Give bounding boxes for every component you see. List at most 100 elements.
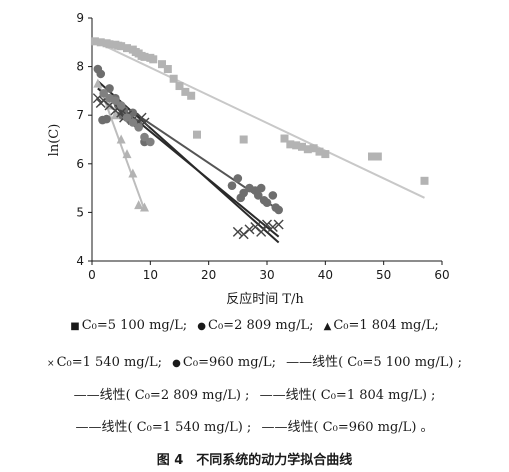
x-point — [244, 224, 255, 235]
square-point — [303, 145, 312, 154]
y-tick-label: 9 — [76, 11, 84, 25]
legend-entry-fit-960: ——线性( C₀=960 mg/L) 。 — [261, 420, 434, 435]
x-tick-label: 20 — [201, 268, 216, 282]
square-point — [158, 60, 166, 69]
square-point — [420, 176, 429, 185]
triangle-marker-icon: ▲ — [323, 321, 332, 332]
triangle-point — [128, 168, 138, 178]
circle-point — [268, 191, 278, 200]
x-point-stroke — [262, 219, 272, 230]
x-point — [273, 219, 284, 230]
x-tick-label: 10 — [143, 268, 158, 282]
x-point — [262, 219, 272, 230]
square-point — [175, 82, 184, 91]
circle-marker-icon: ● — [172, 358, 181, 369]
x-point — [232, 226, 243, 237]
circle-point — [134, 123, 143, 132]
circle-point — [239, 188, 248, 198]
square-point — [286, 140, 295, 149]
square-point — [105, 40, 114, 49]
legend-entry-fit-1804: ——线性( C₀=1 804 mg/L) ; — [259, 388, 436, 403]
circle-point — [253, 191, 263, 200]
x-point — [256, 226, 267, 237]
y-tick-label: 5 — [76, 205, 84, 219]
square-point — [96, 38, 105, 47]
square-point — [163, 65, 172, 74]
circle-point — [122, 113, 132, 122]
triangle-point — [122, 149, 132, 159]
fit-line — [96, 80, 146, 211]
square-point — [292, 141, 301, 150]
y-tick-label: 8 — [76, 60, 84, 74]
legend-entry-fit-2809: ——线性( C₀=2 809 mg/L) ; — [73, 388, 250, 403]
x-point — [267, 221, 278, 232]
square-point — [315, 147, 324, 156]
square-marker-icon: ■ — [70, 321, 80, 332]
circle-point — [116, 101, 126, 110]
triangle-point — [116, 134, 126, 144]
legend-entry-1540: × C₀=1 540 mg/L; — [47, 355, 163, 370]
x-tick-label: 50 — [376, 268, 391, 282]
x-point-stroke — [256, 226, 267, 237]
x-tick-label: 30 — [259, 268, 274, 282]
square-point — [181, 87, 190, 96]
square-point — [368, 152, 376, 161]
square-point — [140, 52, 149, 61]
x-point-stroke — [267, 221, 278, 232]
circle-point — [262, 198, 272, 207]
triangle-point — [140, 202, 149, 212]
circle-point — [96, 69, 106, 79]
legend-entry-5100: ■ C₀=5 100 mg/L; — [70, 318, 188, 333]
x-tick-label: 40 — [318, 268, 333, 282]
square-point — [309, 144, 318, 153]
legend-row-1: ■ C₀=5 100 mg/L; ● C₀=2 809 mg/L; ▲ C₀=1 80… — [0, 318, 509, 333]
x-point-stroke — [136, 112, 147, 123]
x-point-stroke — [244, 224, 255, 235]
circle-point — [227, 181, 237, 190]
legend-row-4: ——线性( C₀=1 540 mg/L) ; ——线性( C₀=960 mg/L… — [0, 416, 509, 435]
x-tick-label: 0 — [88, 268, 96, 282]
legend-entry-fit-5100: ——线性( C₀=5 100 mg/L) ; — [286, 355, 462, 370]
circle-point — [111, 96, 120, 105]
y-tick-label: 6 — [76, 157, 84, 171]
square-point — [298, 142, 306, 151]
square-point — [90, 37, 99, 46]
x-point — [136, 112, 147, 123]
circle-point — [256, 183, 266, 193]
legend-entry-2809: ● C₀=2 809 mg/L; — [197, 318, 314, 333]
legend-entry-960: ● C₀=960 mg/L; — [172, 355, 276, 370]
fit-line — [91, 38, 425, 199]
square-point — [373, 152, 382, 161]
x-point-stroke — [273, 219, 284, 230]
square-point — [169, 74, 178, 83]
circle-point — [99, 89, 108, 98]
y-axis-title: ln(C) — [47, 124, 62, 157]
figure-caption: 图 4 不同系统的动力学拟合曲线 — [156, 453, 353, 468]
x-tick-label: 60 — [434, 268, 449, 282]
y-tick-label: 4 — [76, 254, 84, 268]
x-marker-icon: × — [47, 359, 55, 369]
circle-point — [140, 132, 149, 142]
axes: 0 10 20 30 40 50 60 4 5 6 7 8 9 — [76, 11, 449, 282]
legend-row-3: ——线性( C₀=2 809 mg/L) ; ——线性( C₀=1 804 mg… — [0, 384, 509, 403]
circle-point — [274, 205, 283, 215]
square-point — [280, 134, 289, 143]
legend-row-2: × C₀=1 540 mg/L; ● C₀=960 mg/L; ——线性( C₀=5… — [0, 351, 509, 370]
x-point-stroke — [116, 107, 127, 118]
kinetic-fit-chart: 0 10 20 30 40 50 60 4 5 6 7 8 9 反应时间 T/h ln(C) — [47, 11, 450, 307]
square-point — [149, 55, 158, 64]
square-point — [187, 91, 196, 100]
x-point-stroke — [250, 221, 261, 232]
square-point — [321, 150, 330, 159]
data-points — [90, 37, 429, 240]
circle-point — [128, 118, 138, 127]
square-point — [123, 44, 131, 53]
triangle-point — [93, 78, 103, 88]
triangle-point — [134, 200, 144, 210]
square-point — [117, 42, 126, 51]
square-point — [193, 130, 201, 139]
circle-point — [233, 174, 243, 183]
y-tick-label: 7 — [76, 108, 84, 122]
square-point — [239, 135, 248, 144]
